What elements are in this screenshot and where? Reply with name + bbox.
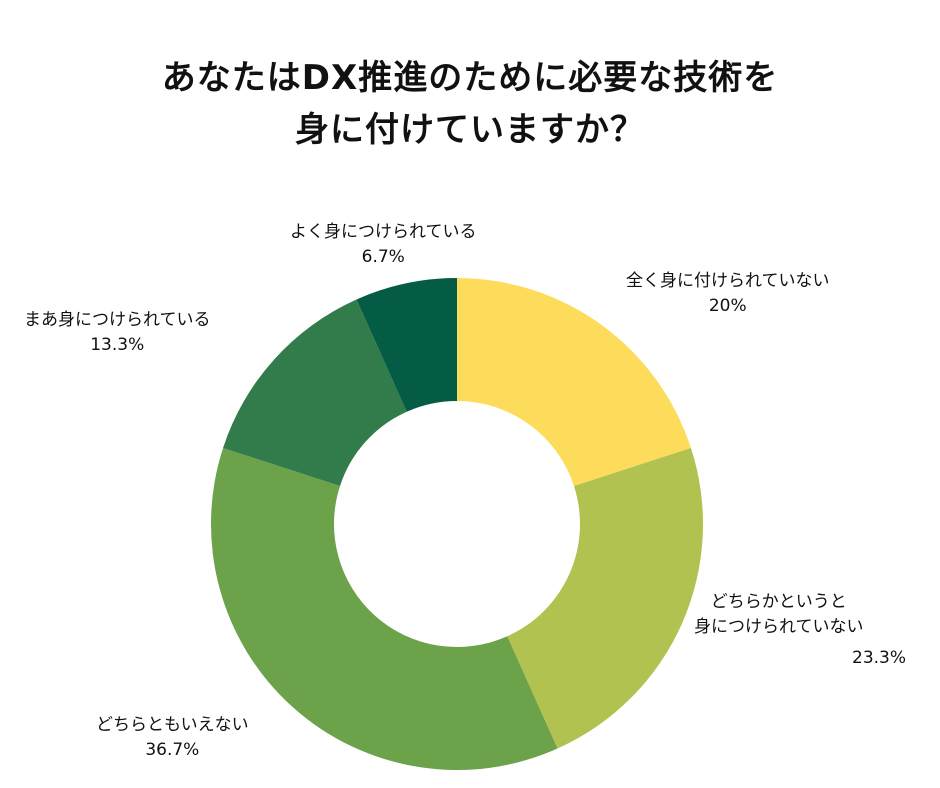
slice-label-text: まあ身につけられている [24, 310, 211, 330]
slice-not-at-all [457, 278, 691, 486]
chart-title-line-2: 身に付けていますか？ [295, 110, 645, 150]
slice-label-text: 全く身に付けられていない [626, 271, 830, 291]
slice-somewhat-acquired [223, 299, 407, 486]
slice-neutral [210, 447, 558, 770]
slice-value-label: 23.3% [852, 648, 907, 668]
slice-value-label: 13.3% [90, 335, 145, 355]
slice-value-label: 6.7% [361, 247, 405, 267]
slice-label-neutral: どちらともいえない 36.7% [96, 713, 249, 763]
slice-label-well-acquired: よく身につけられている 6.7% [290, 220, 477, 270]
slice-label-line-2: 身につけられていない [694, 617, 864, 637]
slice-value-somewhat-not: 23.3% [852, 646, 906, 671]
slice-well-acquired [356, 278, 457, 412]
chart-title-line-1: あなたはDX推進のために必要な技術を [161, 58, 779, 98]
slice-label-somewhat-acquired: まあ身につけられている 13.3% [24, 308, 211, 358]
slice-label-line-1: どちらかというと [710, 592, 847, 612]
slice-somewhat-not [507, 447, 703, 749]
slice-label-text: よく身につけられている [290, 222, 477, 242]
slice-value-label: 20% [708, 296, 747, 316]
chart-title: あなたはDX推進のために必要な技術を 身に付けていますか？ [0, 52, 940, 156]
slice-label-not-at-all: 全く身に付けられていない 20% [626, 269, 830, 319]
slice-label-text: どちらともいえない [96, 715, 249, 735]
slice-value-label: 36.7% [145, 740, 200, 760]
slice-label-somewhat-not: どちらかというと 身につけられていない [694, 590, 864, 640]
